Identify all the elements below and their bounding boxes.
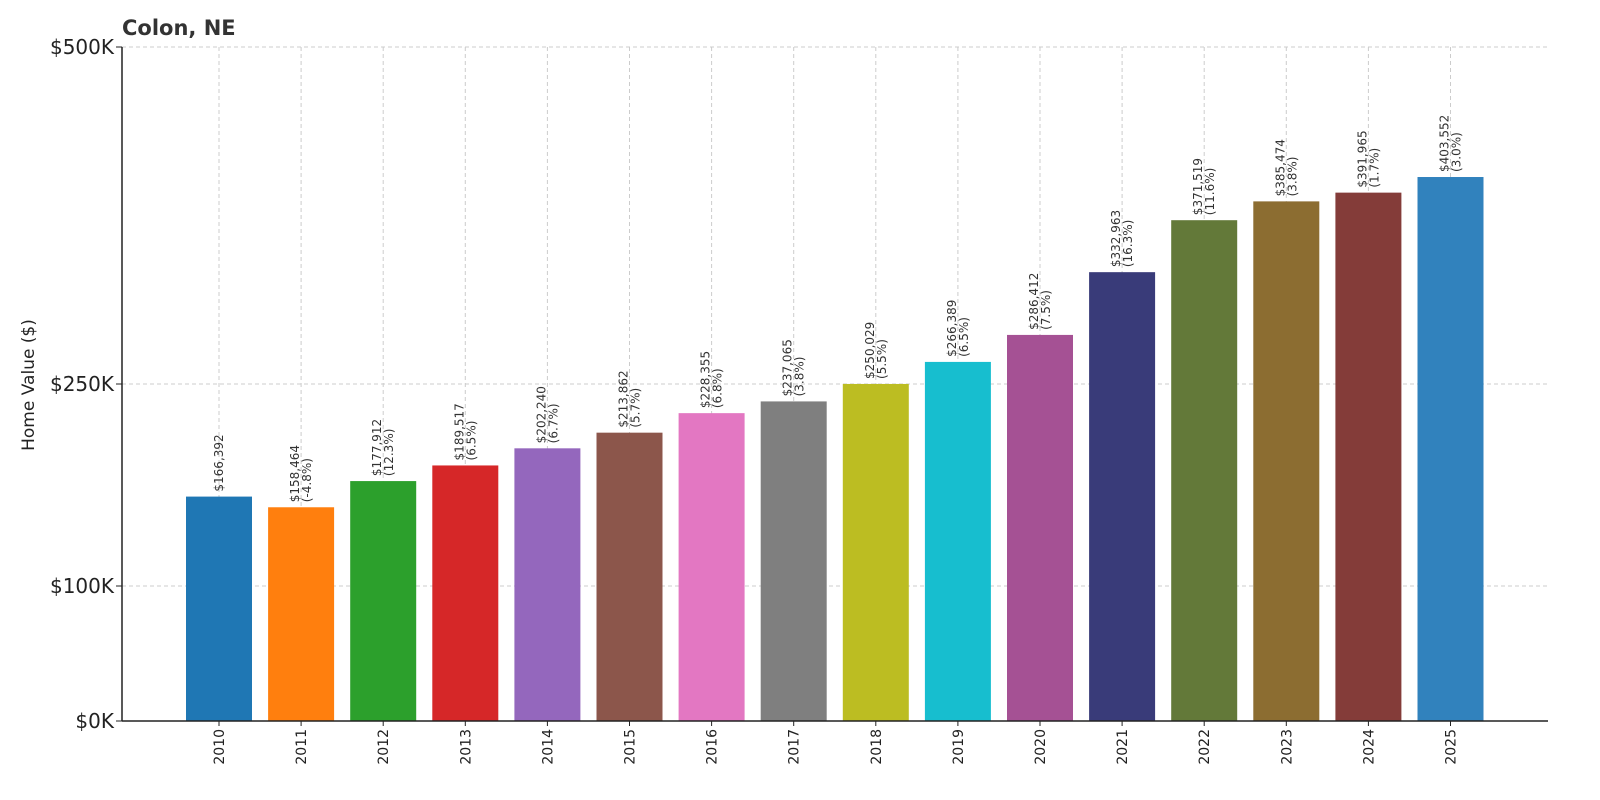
x-tick-label: 2014 xyxy=(540,729,556,765)
y-tick-label: $250K xyxy=(50,372,115,396)
x-tick-label: 2020 xyxy=(1033,729,1049,765)
bar-change-label: (5.7%) xyxy=(629,388,643,428)
x-tick-label: 2015 xyxy=(623,729,639,765)
bar-value-label: $332,963 xyxy=(1109,210,1123,267)
bar-2011 xyxy=(268,507,335,721)
bar-change-label: (3.8%) xyxy=(1285,157,1299,197)
bar-2021 xyxy=(1089,272,1156,721)
bar-change-label: (3.0%) xyxy=(1450,132,1464,172)
bar-value-label: $166,392 xyxy=(212,434,226,491)
bar-2025 xyxy=(1417,177,1484,721)
x-tick-label: 2011 xyxy=(294,729,310,765)
bar-2020 xyxy=(1007,334,1073,721)
bar-value-label: $266,389 xyxy=(945,300,959,357)
bar-change-label: (3.8%) xyxy=(793,357,807,397)
bar-change-label: (6.8%) xyxy=(711,368,725,408)
bar-2017 xyxy=(760,401,827,721)
y-tick-label: $100K xyxy=(50,574,115,598)
y-tick-label: $0K xyxy=(75,709,114,733)
bar-2015 xyxy=(596,432,663,721)
bar-change-label: (5.5%) xyxy=(875,339,889,379)
bar-2019 xyxy=(924,361,991,721)
y-tick-label: $500K xyxy=(50,35,115,59)
bar-change-label: (6.5%) xyxy=(957,317,971,357)
x-tick-label: 2024 xyxy=(1361,729,1377,765)
x-tick-label: 2016 xyxy=(705,729,721,765)
x-tick-label: 2010 xyxy=(212,729,228,765)
bar-2022 xyxy=(1171,220,1238,721)
x-tick-label: 2025 xyxy=(1444,729,1460,765)
x-tick-label: 2017 xyxy=(787,729,803,765)
x-tick-label: 2013 xyxy=(458,729,474,765)
bar-2014 xyxy=(514,448,581,721)
axes: $0K $100K $250K $500K 2010 2011 2012 2013 2014 20… xyxy=(50,35,1548,765)
bar-value-label: $202,240 xyxy=(534,386,548,443)
bar-change-label: (16.3%) xyxy=(1121,220,1135,267)
bar-2013 xyxy=(432,465,499,721)
bar-value-label: $286,412 xyxy=(1027,273,1041,330)
bar-value-label: $237,065 xyxy=(781,339,795,396)
bar-2024 xyxy=(1335,192,1402,722)
bar-2016 xyxy=(678,413,745,721)
bar-value-label: $189,517 xyxy=(452,403,466,460)
bar-2023 xyxy=(1253,201,1320,721)
x-tick-label: 2018 xyxy=(869,729,885,765)
y-axis-label: Home Value ($) xyxy=(19,319,39,451)
bar-value-label: $213,862 xyxy=(617,370,631,427)
bars xyxy=(186,177,1484,722)
bar-2010 xyxy=(186,496,252,721)
chart-title: Colon, NE xyxy=(122,16,236,40)
grid xyxy=(122,46,1548,721)
data-labels: $166,392 $158,464(-4.8%) $177,912(12.3%) $1… xyxy=(212,115,1464,503)
bar-change-label: (1.7%) xyxy=(1367,148,1381,188)
bar-change-label: (6.5%) xyxy=(464,421,478,461)
bar-value-label: $250,029 xyxy=(863,322,877,379)
bar-value-label: $385,474 xyxy=(1273,139,1287,196)
bar-change-label: (11.6%) xyxy=(1203,168,1217,215)
x-tick-label: 2021 xyxy=(1115,729,1131,765)
bar-2018 xyxy=(842,383,909,721)
bar-value-label: $371,519 xyxy=(1191,158,1205,215)
bar-change-label: (-4.8%) xyxy=(300,458,314,502)
x-tick-label: 2019 xyxy=(951,729,967,765)
bar-2012 xyxy=(350,481,417,721)
bar-change-label: (12.3%) xyxy=(382,429,396,476)
bar-value-label: $228,355 xyxy=(699,351,713,408)
bar-value-label: $403,552 xyxy=(1438,115,1452,172)
x-tick-label: 2012 xyxy=(376,729,392,765)
x-tick-label: 2023 xyxy=(1279,729,1295,765)
bar-value-label: $177,912 xyxy=(370,419,384,476)
bar-change-label: (6.7%) xyxy=(546,403,560,443)
bar-change-label: (7.5%) xyxy=(1039,290,1053,330)
x-tick-label: 2022 xyxy=(1197,729,1213,765)
bar-value-label: $391,965 xyxy=(1355,130,1369,187)
bar-value-label: $158,464 xyxy=(288,445,302,502)
